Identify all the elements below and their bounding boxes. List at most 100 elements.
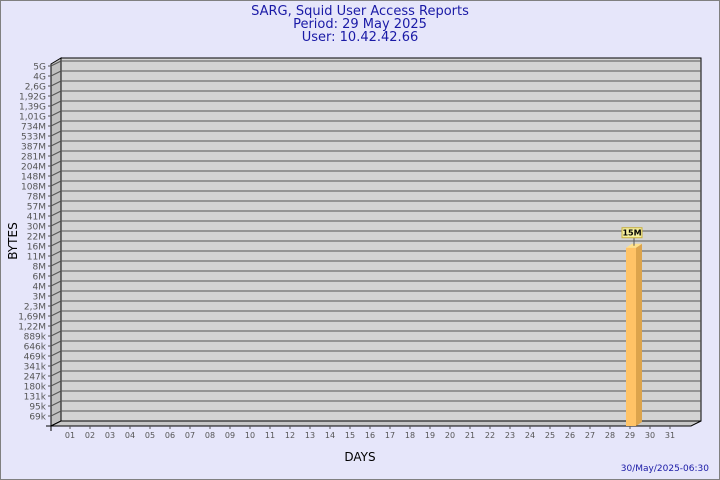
grid-line-side xyxy=(50,140,62,147)
grid-line-side xyxy=(50,170,62,177)
grid-line-side xyxy=(50,280,62,287)
y-tick-label: 281M xyxy=(21,153,46,163)
y-tick-label: 4G xyxy=(33,73,46,83)
grid-line-side xyxy=(50,100,62,107)
x-tick-label: 12 xyxy=(285,431,295,440)
grid-line-side xyxy=(50,190,62,197)
grid-line-side xyxy=(50,300,62,307)
x-tick-label: 23 xyxy=(505,431,515,440)
x-tick-label: 18 xyxy=(405,431,415,440)
grid-line-side xyxy=(50,400,62,407)
grid-line-side xyxy=(50,210,62,217)
y-tick-label: 889k xyxy=(24,333,47,343)
y-tick-label: 1,69M xyxy=(18,313,46,323)
y-tick-label: 95k xyxy=(29,403,46,413)
bar-label-box xyxy=(621,227,643,239)
x-tick-label: 07 xyxy=(185,431,195,440)
x-tick-label: 06 xyxy=(165,431,175,440)
y-tick-label: 6M xyxy=(33,273,47,283)
grid-line-side xyxy=(50,70,62,77)
grid-line-side xyxy=(50,330,62,337)
grid-line-side xyxy=(50,230,62,237)
grid-line-side xyxy=(50,250,62,257)
x-tick-label: 27 xyxy=(585,431,595,440)
x-tick-label: 30 xyxy=(645,431,655,440)
x-tick-label: 05 xyxy=(145,431,155,440)
bar-value-label: 15M xyxy=(622,229,641,238)
y-tick-label: 5G xyxy=(33,63,46,73)
grid-line-side xyxy=(50,350,62,357)
grid-line-side xyxy=(50,260,62,267)
x-tick-label: 04 xyxy=(125,431,135,440)
x-tick-label: 25 xyxy=(545,431,555,440)
y-tick-label: 734M xyxy=(21,123,46,133)
x-tick-label: 22 xyxy=(485,431,495,440)
x-tick-label: 13 xyxy=(305,431,315,440)
x-tick-label: 11 xyxy=(265,431,275,440)
y-tick-label: 2,6G xyxy=(25,83,46,93)
x-tick-label: 02 xyxy=(85,431,95,440)
grid-line-side xyxy=(50,120,62,127)
y-tick-label: 69k xyxy=(29,413,46,423)
grid-line-side xyxy=(50,290,62,297)
y-tick-label: 533M xyxy=(21,133,46,143)
chart-user: User: 10.42.42.66 xyxy=(301,30,419,45)
y-tick-label: 22M xyxy=(27,233,46,243)
grid-line-side xyxy=(50,380,62,387)
grid-line-side xyxy=(50,220,62,227)
y-tick-label: 30M xyxy=(27,223,46,233)
grid-line-side xyxy=(50,110,62,117)
x-tick-label: 17 xyxy=(385,431,395,440)
grid-line-side xyxy=(50,340,62,347)
y-tick-label: 341k xyxy=(24,363,47,373)
y-tick-label: 469k xyxy=(24,353,47,363)
y-tick-label: 1,92G xyxy=(19,93,46,103)
x-tick-label: 15 xyxy=(345,431,355,440)
grid-line-side xyxy=(50,180,62,187)
grid-line-side xyxy=(50,370,62,377)
y-tick-label: 8M xyxy=(33,263,47,273)
grid-line-side xyxy=(50,130,62,137)
x-tick-label: 09 xyxy=(225,431,235,440)
x-tick-label: 08 xyxy=(205,431,215,440)
grid-line-side xyxy=(50,410,62,417)
y-tick-label: 4M xyxy=(33,283,47,293)
grid-line-side xyxy=(50,90,62,97)
y-tick-label: 148M xyxy=(21,173,46,183)
grid-line-side xyxy=(50,60,62,67)
x-tick-label: 31 xyxy=(665,431,675,440)
grid-line-side xyxy=(50,320,62,327)
x-tick-label: 16 xyxy=(365,431,375,440)
x-tick-label: 21 xyxy=(465,431,475,440)
x-tick-label: 28 xyxy=(605,431,615,440)
grid-line-side xyxy=(50,310,62,317)
y-tick-label: 387M xyxy=(21,143,46,153)
grid-line-side xyxy=(50,360,62,367)
y-tick-label: 57M xyxy=(27,203,46,213)
x-tick-label: 24 xyxy=(525,431,535,440)
y-tick-label: 16M xyxy=(27,243,46,253)
x-axis-title: DAYS xyxy=(344,450,375,464)
grid-line-side xyxy=(50,390,62,397)
y-tick-label: 247k xyxy=(24,373,47,383)
plot-floor xyxy=(50,420,702,427)
y-tick-label: 1,39G xyxy=(19,103,46,113)
y-tick-label: 2,3M xyxy=(24,303,46,313)
chart-title: SARG, Squid User Access Reports xyxy=(251,4,469,19)
bar-side xyxy=(636,243,642,426)
x-tick-label: 20 xyxy=(445,431,455,440)
y-axis-title: BYTES xyxy=(6,222,20,259)
y-tick-label: 646k xyxy=(24,343,47,353)
grid-line-side xyxy=(50,200,62,207)
plot-back-wall xyxy=(60,57,702,422)
y-tick-label: 1,01G xyxy=(19,113,46,123)
chart-period: Period: 29 May 2025 xyxy=(293,17,427,32)
x-tick-label: 19 xyxy=(425,431,435,440)
y-tick-label: 3M xyxy=(33,293,47,303)
y-tick-label: 11M xyxy=(27,253,46,263)
y-tick-label: 78M xyxy=(27,193,46,203)
y-tick-label: 108M xyxy=(21,183,46,193)
x-tick-label: 29 xyxy=(625,431,635,440)
